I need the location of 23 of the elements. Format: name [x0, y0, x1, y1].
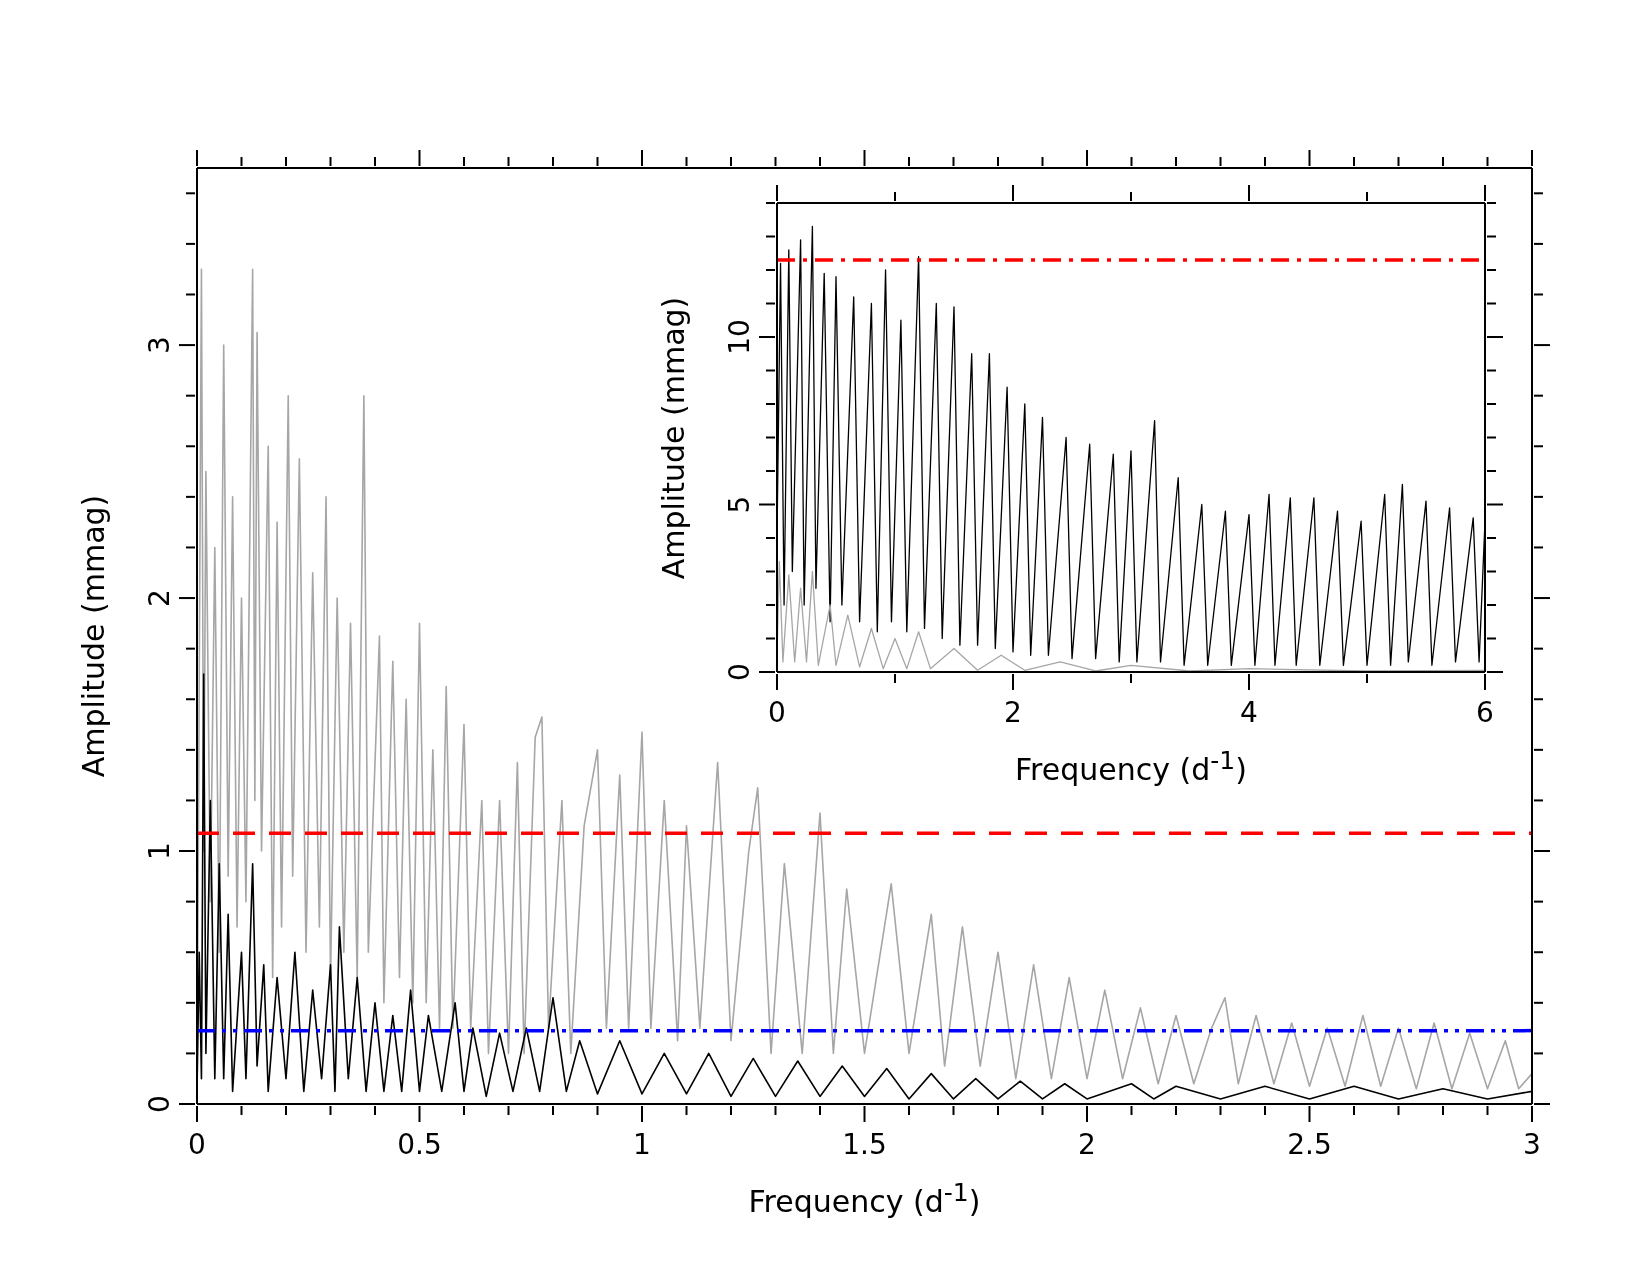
y-tick-label: 3 — [143, 336, 176, 354]
y-tick-label: 0 — [723, 663, 756, 681]
x-tick-label: 0.5 — [397, 1128, 442, 1162]
x-tick-label: 0 — [188, 1128, 206, 1162]
x-tick-label: 2.5 — [1287, 1128, 1332, 1162]
x-axis-title: Frequency (d$^{-1}$) — [1014, 746, 1248, 787]
y-axis-title: Amplitude (mmag) — [655, 296, 691, 579]
x-tick-label: 3 — [1523, 1128, 1541, 1162]
x-tick-label: 4 — [1240, 696, 1258, 730]
x-axis-title: Frequency (d$^{-1}$) — [747, 1178, 982, 1219]
x-tick-label: 6 — [1476, 696, 1494, 730]
y-tick-label: 5 — [723, 495, 756, 514]
y-axis-title: Amplitude (mmag) — [75, 494, 111, 778]
x-tick-label: 2 — [1078, 1128, 1096, 1162]
y-tick-label: 0 — [143, 1095, 176, 1113]
y-tick-label: 10 — [723, 319, 756, 355]
x-tick-label: 1 — [633, 1128, 651, 1162]
x-tick-label: 1.5 — [842, 1128, 887, 1162]
y-tick-label: 1 — [143, 842, 176, 860]
x-tick-label: 0 — [768, 696, 786, 730]
line-series — [197, 268, 1532, 1093]
y-tick-label: 2 — [143, 589, 176, 607]
x-tick-label: 2 — [1004, 696, 1022, 730]
